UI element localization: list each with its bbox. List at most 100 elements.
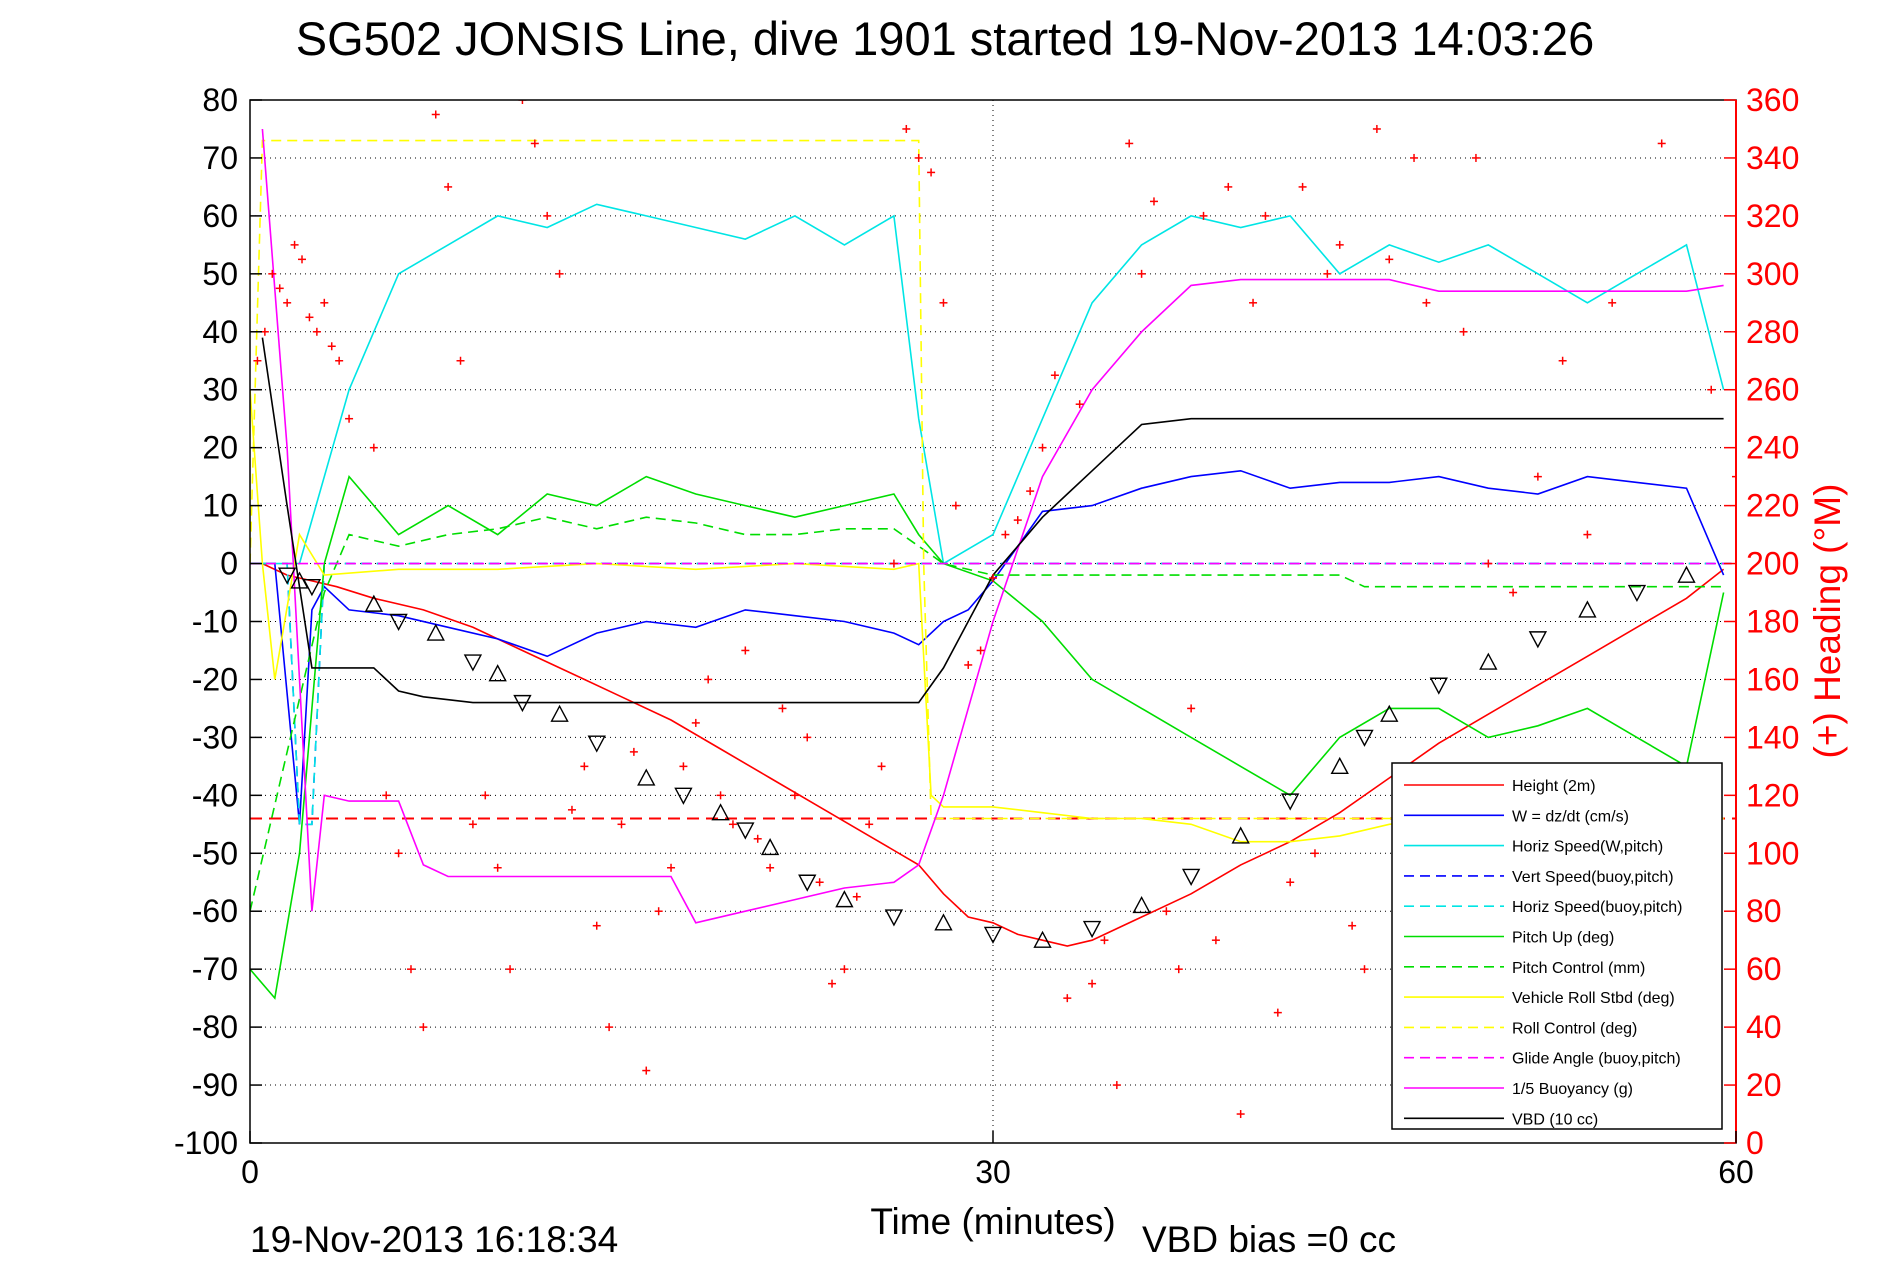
- heading-point: [1422, 298, 1431, 307]
- heading-point: [1707, 385, 1716, 394]
- x-tick-label: 0: [241, 1154, 259, 1190]
- heading-point: [1323, 269, 1332, 278]
- dive-marker: [884, 909, 904, 927]
- heading-point: [1125, 139, 1134, 148]
- heading-points: [253, 100, 1736, 1119]
- heading-point: [555, 269, 564, 278]
- heading-point: [419, 1023, 428, 1032]
- right-tick-label: 20: [1746, 1067, 1782, 1103]
- dive-marker: [277, 567, 297, 585]
- dive-marker: [488, 664, 507, 682]
- dive-marker: [513, 694, 532, 713]
- heading-point: [1335, 240, 1344, 249]
- heading-point: [345, 414, 354, 423]
- right-tick-label: 60: [1746, 951, 1782, 987]
- heading-point: [1298, 182, 1307, 191]
- heading-point: [1001, 530, 1010, 539]
- y-tick-label: -90: [192, 1067, 238, 1103]
- series-line-8: [250, 139, 1724, 820]
- heading-point: [605, 1023, 614, 1032]
- y-tick-label: 10: [202, 488, 238, 524]
- right-tick-label: 200: [1746, 546, 1799, 582]
- dive-marker: [1330, 756, 1349, 775]
- legend-label-9: Glide Angle (buoy,pitch): [1512, 1051, 1681, 1068]
- heading-point: [889, 559, 898, 568]
- dive-marker: [1082, 920, 1102, 939]
- heading-point: [335, 356, 344, 365]
- heading-point: [815, 878, 824, 887]
- footer-vbd-bias: VBD bias =0 cc: [1142, 1219, 1396, 1260]
- heading-point: [1224, 182, 1233, 191]
- right-tick-label: 280: [1746, 314, 1799, 350]
- heading-point: [327, 342, 336, 351]
- heading-point: [406, 965, 415, 974]
- right-tick-label: 300: [1746, 256, 1799, 292]
- legend-label-4: Horiz Speed(buoy,pitch): [1512, 899, 1682, 916]
- heading-point: [444, 182, 453, 191]
- heading-point: [1100, 936, 1109, 945]
- right-tick-label: 320: [1746, 198, 1799, 234]
- y-tick-label: -10: [192, 604, 238, 640]
- right-tick-label: 240: [1746, 430, 1799, 466]
- dive-marker: [587, 735, 606, 753]
- legend-label-11: VBD (10 cc): [1512, 1111, 1598, 1128]
- series-line-10: [261, 128, 1724, 924]
- heading-point: [312, 327, 321, 336]
- heading-point: [704, 675, 713, 684]
- heading-point: [1199, 211, 1208, 220]
- dive-marker: [302, 579, 322, 597]
- dive-marker: [1677, 565, 1696, 583]
- heading-point: [667, 863, 676, 872]
- dive-marker: [1429, 677, 1448, 695]
- dive-marker: [1578, 600, 1597, 618]
- heading-point: [939, 298, 948, 307]
- heading-point: [1050, 371, 1059, 380]
- heading-point: [1657, 139, 1666, 148]
- right-tick-label: 140: [1746, 719, 1799, 755]
- heading-point: [567, 805, 576, 814]
- heading-point: [1360, 965, 1369, 974]
- heading-point: [518, 100, 527, 104]
- dive-marker: [426, 623, 445, 641]
- y-tick-label: -100: [174, 1125, 238, 1161]
- series-line-5: [250, 474, 1725, 1000]
- heading-point: [1608, 298, 1617, 307]
- y-tick-label: 0: [220, 546, 238, 582]
- heading-point: [305, 313, 314, 322]
- y-tick-label: 40: [202, 314, 238, 350]
- heading-point: [290, 240, 299, 249]
- dive-marker: [736, 822, 755, 840]
- legend-label-10: 1/5 Buoyancy (g): [1512, 1081, 1633, 1098]
- heading-point: [1211, 936, 1220, 945]
- x-axis: 0 30 60: [241, 1131, 1754, 1190]
- heading-point: [1149, 197, 1158, 206]
- dive-marker: [1355, 729, 1374, 747]
- heading-point: [1509, 588, 1518, 597]
- heading-point: [679, 762, 688, 771]
- heading-point: [1249, 298, 1258, 307]
- dive-marker: [637, 768, 656, 786]
- dive-marker: [674, 787, 693, 805]
- heading-point: [914, 153, 923, 162]
- heading-point: [803, 733, 812, 742]
- legend-label-0: Height (2m): [1512, 778, 1596, 795]
- right-tick-label: 80: [1746, 893, 1782, 929]
- heading-point: [1558, 356, 1567, 365]
- heading-point: [1459, 327, 1468, 336]
- right-tick-label: 360: [1746, 82, 1799, 118]
- heading-point: [1137, 269, 1146, 278]
- heading-point: [852, 892, 861, 901]
- right-tick-label: 120: [1746, 777, 1799, 813]
- heading-point: [1162, 907, 1171, 916]
- right-tick-label: 40: [1746, 1009, 1782, 1045]
- heading-point: [456, 356, 465, 365]
- heading-point: [790, 791, 799, 800]
- heading-point: [320, 298, 329, 307]
- dive-marker: [1627, 584, 1647, 603]
- y-tick-label: 30: [202, 372, 238, 408]
- heading-point: [828, 979, 837, 988]
- heading-point: [865, 820, 874, 829]
- heading-point: [481, 791, 490, 800]
- heading-point: [629, 747, 638, 756]
- dive-marker: [364, 594, 384, 612]
